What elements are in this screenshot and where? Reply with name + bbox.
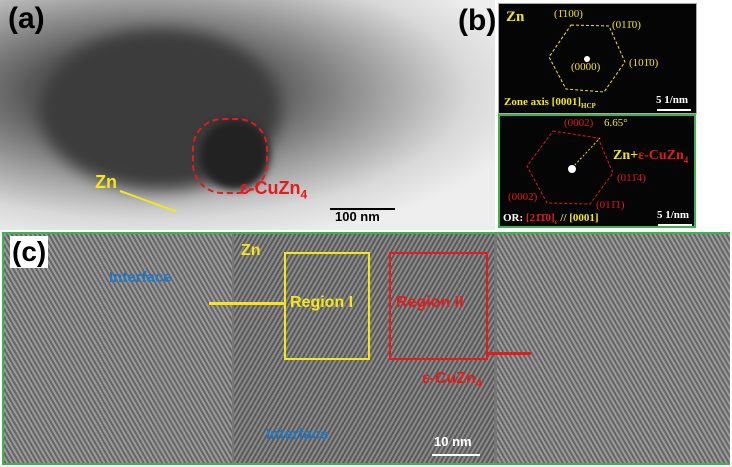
- right-filtered-image: [497, 234, 730, 463]
- index-label: (0000): [571, 61, 601, 73]
- arrow: [486, 352, 531, 355]
- panel-b-mixed-diffraction: (0002) 6.65° Zn+ε-CuZn4 (011̄4) (011̄1) …: [498, 114, 696, 228]
- zn-label: Zn: [241, 242, 261, 259]
- interface-label: Interface: [266, 426, 329, 443]
- panel-b-zn-diffraction: Zn (1̄100) (011̄0) (101̄0) (0000) Zone a…: [498, 3, 697, 114]
- index-label: (101̄0): [629, 57, 659, 69]
- index-label: (1̄100): [554, 8, 583, 20]
- index-label: (011̄0): [612, 19, 641, 31]
- region-2-label: Region II: [396, 294, 464, 311]
- arrow: [119, 190, 177, 213]
- panel-c-hrtem: (c) Interface Zn Region I Region II ε-Cu…: [2, 232, 730, 465]
- scale-bar-label: 5 1/nm: [656, 94, 689, 106]
- arrow: [209, 302, 284, 305]
- index-label: (011̄1): [596, 199, 625, 211]
- index-label: (0002̄): [508, 191, 538, 203]
- zn-label: Zn: [506, 9, 525, 25]
- index-label: (011̄4): [617, 172, 646, 184]
- scale-bar-label: 10 nm: [434, 434, 472, 449]
- middle-hrtem-image: [234, 234, 494, 463]
- region-1-box: [284, 252, 370, 360]
- cuzn4-region-outline: [192, 118, 268, 194]
- scale-bar-label: 5 1/nm: [657, 209, 690, 221]
- panel-label: (c): [10, 236, 49, 268]
- region-2-box: [389, 252, 488, 360]
- interface-label: Interface: [109, 269, 172, 286]
- zn-label: Zn: [95, 172, 117, 192]
- scale-bar-label: 100 nm: [335, 209, 380, 224]
- index-label: (0002): [564, 117, 594, 129]
- panel-label: (b): [458, 4, 497, 37]
- phase-label: Zn+ε-CuZn4: [613, 148, 689, 165]
- phase-label: ε-CuZn4: [422, 370, 482, 391]
- region-1-label: Region I: [290, 294, 354, 311]
- left-filtered-image: [4, 234, 232, 463]
- panel-label: (a): [8, 2, 45, 35]
- panel-a-tem-image: (a) Zn ε-CuZn4 100 nm: [0, 0, 495, 230]
- zone-axis-label: Zone axis [0001]HCP: [504, 96, 596, 111]
- phase-label: ε-CuZn4: [240, 178, 308, 202]
- angle-label: 6.65°: [604, 117, 628, 129]
- orientation-relationship: OR: [21̄1̄0]ε // [0001]: [503, 212, 599, 227]
